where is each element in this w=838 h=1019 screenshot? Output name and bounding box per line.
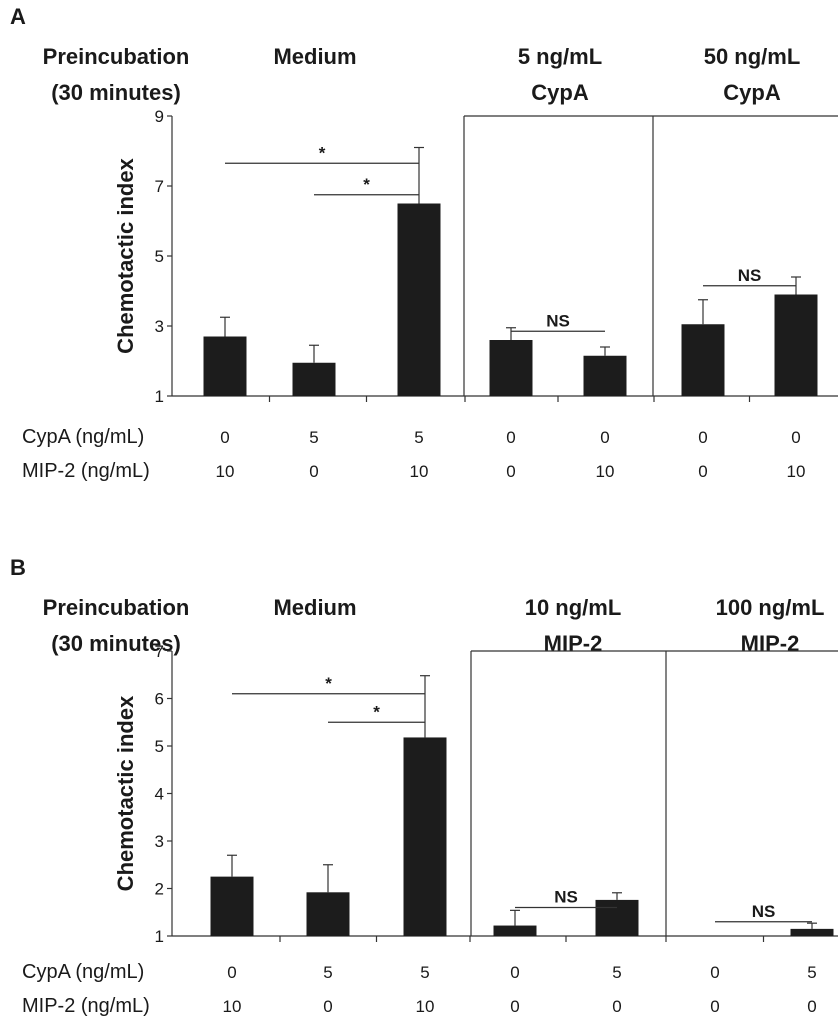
bar: [493, 925, 537, 936]
significance-label: *: [373, 702, 380, 721]
preincubation-label: Preincubation: [43, 44, 190, 69]
y-tick-label: 5: [155, 247, 164, 266]
mip2-value: 0: [698, 462, 707, 481]
condition-row-label: CypA (ng/mL): [22, 426, 144, 448]
bar: [681, 324, 725, 396]
mip2-value: 0: [506, 462, 515, 481]
bar: [489, 340, 533, 396]
condition-row-label: MIP-2 (ng/mL): [22, 995, 150, 1017]
bar: [292, 362, 336, 396]
panel-a: A Preincubation (30 minutes) Medium 5 ng/mL C…: [10, 4, 838, 482]
cypa-value: 0: [791, 428, 800, 447]
significance-label: NS: [554, 888, 578, 907]
y-tick-label: 1: [155, 387, 164, 406]
panel-letter: B: [10, 555, 26, 580]
y-tick-label: 7: [155, 177, 164, 196]
y-axis-label: Chemotactic index: [113, 695, 138, 891]
y-tick-label: 3: [155, 317, 164, 336]
mip2-value: 0: [807, 997, 816, 1016]
bar: [790, 928, 834, 936]
cypa-value: 0: [698, 428, 707, 447]
group-title: CypA: [723, 80, 781, 105]
mip2-value: 0: [323, 997, 332, 1016]
group-title: 50 ng/mL: [704, 44, 801, 69]
panel-b: B Preincubation (30 minutes) Medium 10 ng/mL…: [10, 555, 838, 1017]
y-tick-label: 3: [155, 832, 164, 851]
y-tick-label: 2: [155, 880, 164, 899]
mip2-value: 10: [216, 462, 235, 481]
mip2-value: 0: [612, 997, 621, 1016]
group-title: MIP-2: [544, 631, 603, 656]
significance-label: NS: [546, 311, 570, 330]
bar: [397, 203, 441, 396]
mip2-value: 10: [787, 462, 806, 481]
cypa-value: 0: [220, 428, 229, 447]
cypa-value: 5: [309, 428, 318, 447]
bar: [403, 737, 447, 936]
panel-letter: A: [10, 4, 26, 29]
significance-label: *: [325, 674, 332, 693]
bar: [306, 892, 350, 936]
bar: [583, 355, 627, 396]
mip2-value: 10: [416, 997, 435, 1016]
cypa-value: 5: [612, 963, 621, 982]
y-tick-label: 5: [155, 737, 164, 756]
cypa-value: 0: [506, 428, 515, 447]
cypa-value: 5: [414, 428, 423, 447]
y-axis-label: Chemotactic index: [113, 157, 138, 353]
mip2-value: 10: [223, 997, 242, 1016]
cypa-value: 0: [710, 963, 719, 982]
cypa-value: 5: [420, 963, 429, 982]
bar: [210, 876, 254, 936]
condition-row-label: MIP-2 (ng/mL): [22, 460, 150, 482]
y-tick-label: 6: [155, 690, 164, 709]
cypa-value: 0: [227, 963, 236, 982]
significance-label: NS: [752, 902, 776, 921]
bar: [774, 294, 818, 396]
condition-row-label: CypA (ng/mL): [22, 961, 144, 983]
y-tick-label: 9: [155, 107, 164, 126]
mip2-value: 0: [510, 997, 519, 1016]
cypa-value: 0: [600, 428, 609, 447]
cypa-value: 0: [510, 963, 519, 982]
preincubation-label: (30 minutes): [51, 631, 181, 656]
mip2-value: 10: [410, 462, 429, 481]
preincubation-label: Preincubation: [43, 595, 190, 620]
cypa-value: 5: [807, 963, 816, 982]
group-title: 10 ng/mL: [525, 595, 622, 620]
y-tick-label: 1: [155, 927, 164, 946]
cypa-value: 5: [323, 963, 332, 982]
significance-label: NS: [738, 266, 762, 285]
group-title: MIP-2: [741, 631, 800, 656]
bar: [203, 336, 247, 396]
preincubation-label: (30 minutes): [51, 80, 181, 105]
y-tick-label: 7: [155, 642, 164, 661]
y-tick-label: 4: [155, 785, 164, 804]
significance-label: *: [319, 143, 326, 162]
mip2-value: 10: [596, 462, 615, 481]
mip2-value: 0: [309, 462, 318, 481]
group-title: CypA: [531, 80, 589, 105]
mip2-value: 0: [710, 997, 719, 1016]
group-title: 5 ng/mL: [518, 44, 602, 69]
group-title: Medium: [273, 595, 356, 620]
bar: [595, 899, 639, 936]
group-title: 100 ng/mL: [716, 595, 825, 620]
group-title: Medium: [273, 44, 356, 69]
significance-label: *: [363, 175, 370, 194]
